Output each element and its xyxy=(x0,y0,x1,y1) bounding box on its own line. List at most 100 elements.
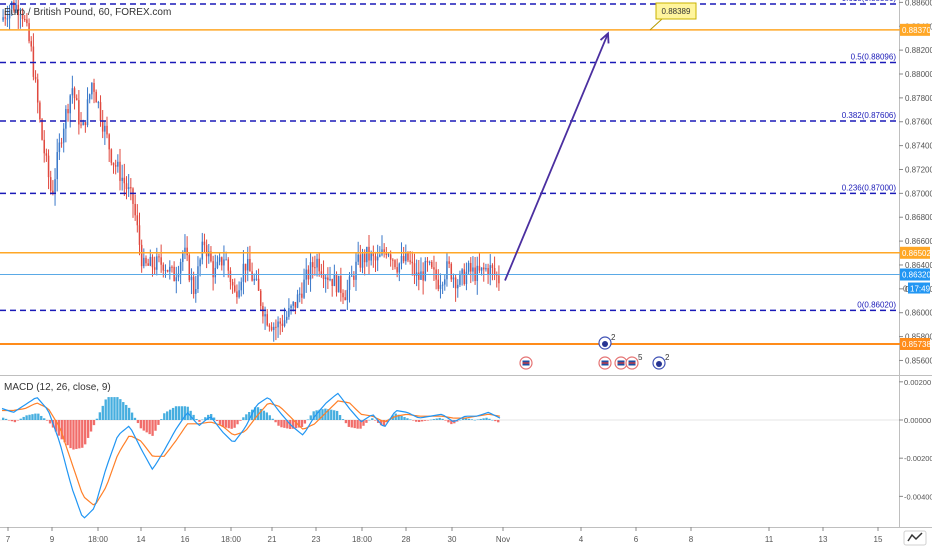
candle-body[interactable] xyxy=(342,292,344,298)
projection-arrow-line[interactable] xyxy=(504,33,609,281)
candle-body[interactable] xyxy=(363,253,366,263)
candle-body[interactable] xyxy=(21,14,24,20)
price-axis[interactable]: 0.856000.858000.860000.862000.864000.866… xyxy=(899,0,932,527)
candle-body[interactable] xyxy=(296,294,299,308)
candle-body[interactable] xyxy=(346,289,349,301)
candle-body[interactable] xyxy=(95,91,97,103)
time-axis[interactable]: 7 9 18:00 14 16 18:00 21 23 18:00 28 30 Nov 4 6 8 11 13 1… xyxy=(6,527,883,544)
candle-body[interactable] xyxy=(171,266,173,268)
candle-body[interactable] xyxy=(156,256,158,270)
candle-body[interactable] xyxy=(272,326,275,331)
candle-body[interactable] xyxy=(201,241,204,260)
candle-body[interactable] xyxy=(461,269,463,274)
candle-body[interactable] xyxy=(112,162,115,166)
candle-body[interactable] xyxy=(121,177,123,181)
candle-body[interactable] xyxy=(104,125,106,132)
candle-body[interactable] xyxy=(216,261,219,268)
candle-body[interactable] xyxy=(212,261,214,278)
candle-body[interactable] xyxy=(448,261,450,264)
candle-body[interactable] xyxy=(149,256,152,266)
candle-body[interactable] xyxy=(145,257,147,264)
candle-body[interactable] xyxy=(398,263,401,273)
candle-body[interactable] xyxy=(197,266,199,290)
candle-body[interactable] xyxy=(190,276,193,281)
candle-body[interactable] xyxy=(60,142,63,144)
macd-signal-line[interactable] xyxy=(2,400,501,506)
candle-body[interactable] xyxy=(303,279,305,298)
candle-body[interactable] xyxy=(450,263,453,280)
candle-body[interactable] xyxy=(322,274,325,280)
candle-body[interactable] xyxy=(82,122,84,126)
candle-body[interactable] xyxy=(348,276,351,290)
candle-body[interactable] xyxy=(13,1,15,11)
candle-body[interactable] xyxy=(253,278,256,281)
candle-body[interactable] xyxy=(379,254,381,257)
candle-body[interactable] xyxy=(160,257,162,265)
candle-body[interactable] xyxy=(71,88,74,96)
candle-body[interactable] xyxy=(270,326,273,331)
candle-body[interactable] xyxy=(327,277,329,280)
candle-body[interactable] xyxy=(431,261,433,268)
candle-body[interactable] xyxy=(374,256,377,261)
candle-body[interactable] xyxy=(359,254,362,268)
candle-body[interactable] xyxy=(329,278,331,280)
candle-body[interactable] xyxy=(162,264,165,271)
candle-body[interactable] xyxy=(43,139,45,154)
candle-body[interactable] xyxy=(186,247,188,256)
candle-body[interactable] xyxy=(246,258,249,271)
candle-body[interactable] xyxy=(405,252,407,262)
candle-body[interactable] xyxy=(177,273,180,278)
candle-body[interactable] xyxy=(231,282,234,286)
candle-body[interactable] xyxy=(353,275,355,280)
candle-body[interactable] xyxy=(426,261,429,263)
candle-body[interactable] xyxy=(381,249,383,255)
candle-body[interactable] xyxy=(402,256,405,262)
candle-body[interactable] xyxy=(465,271,468,285)
candle-body[interactable] xyxy=(333,274,336,287)
candle-body[interactable] xyxy=(350,275,353,277)
candle-body[interactable] xyxy=(192,276,195,294)
candle-body[interactable] xyxy=(480,267,483,271)
candle-body[interactable] xyxy=(420,271,422,280)
candle-body[interactable] xyxy=(264,314,266,317)
candle-body[interactable] xyxy=(62,128,65,143)
candle-body[interactable] xyxy=(117,161,119,167)
candle-body[interactable] xyxy=(106,125,108,135)
candle-body[interactable] xyxy=(366,246,368,263)
candle-body[interactable] xyxy=(17,4,19,16)
candle-body[interactable] xyxy=(344,297,346,301)
candle-body[interactable] xyxy=(428,261,431,263)
candle-body[interactable] xyxy=(164,270,167,272)
candle-body[interactable] xyxy=(467,262,470,272)
candle-body[interactable] xyxy=(138,225,141,245)
candle-body[interactable] xyxy=(110,149,113,163)
candle-body[interactable] xyxy=(337,275,340,293)
candle-body[interactable] xyxy=(169,266,171,272)
candle-body[interactable] xyxy=(357,254,359,262)
candle-body[interactable] xyxy=(195,289,197,294)
candle-body[interactable] xyxy=(151,256,154,268)
candle-body[interactable] xyxy=(97,102,100,104)
candle-body[interactable] xyxy=(153,267,156,270)
candle-body[interactable] xyxy=(309,262,312,280)
candle-body[interactable] xyxy=(8,8,11,19)
candle-body[interactable] xyxy=(396,267,398,273)
candle-body[interactable] xyxy=(383,249,385,253)
candle-body[interactable] xyxy=(311,262,314,268)
candle-body[interactable] xyxy=(132,188,134,204)
candle-body[interactable] xyxy=(147,263,149,266)
candle-body[interactable] xyxy=(6,18,9,20)
candle-body[interactable] xyxy=(418,272,420,280)
candle-body[interactable] xyxy=(119,161,121,181)
candle-body[interactable] xyxy=(257,278,260,291)
candle-body[interactable] xyxy=(56,152,58,180)
candle-body[interactable] xyxy=(199,259,201,267)
candle-body[interactable] xyxy=(84,122,87,126)
candle-body[interactable] xyxy=(47,155,50,178)
candle-body[interactable] xyxy=(394,260,396,268)
candle-body[interactable] xyxy=(301,293,303,298)
candle-body[interactable] xyxy=(298,293,301,295)
candle-body[interactable] xyxy=(10,1,13,9)
candle-body[interactable] xyxy=(30,41,32,47)
